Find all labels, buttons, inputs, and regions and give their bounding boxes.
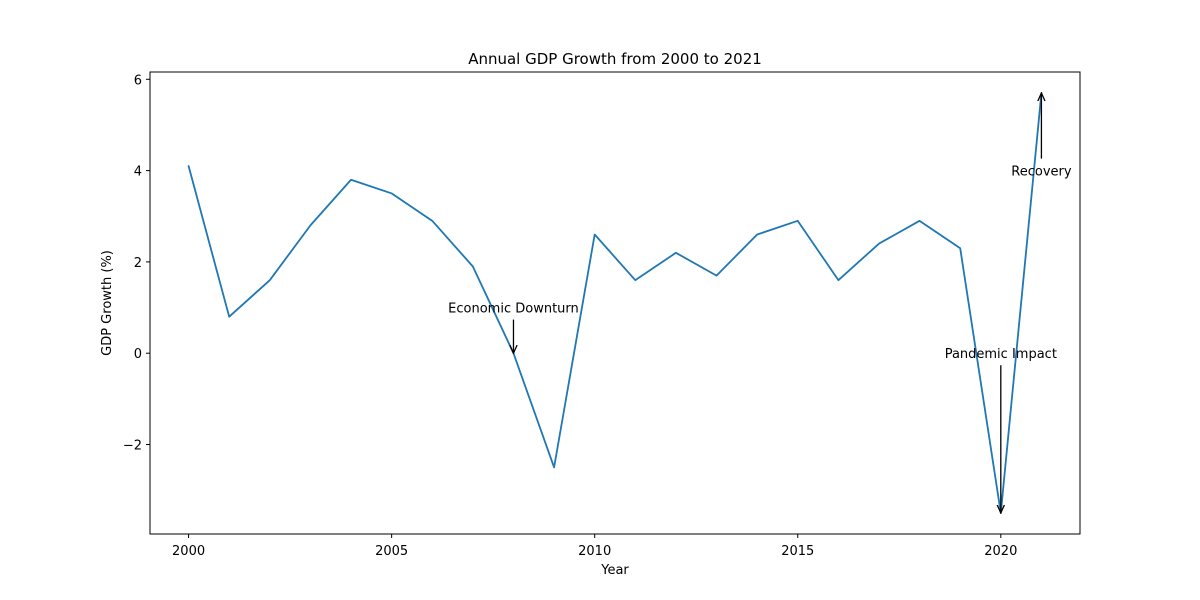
data-point <box>837 279 839 281</box>
annotations-layer: Economic Downturn Pandemic Impact Recovery <box>448 93 1072 513</box>
y-tick-label: 2 <box>134 256 142 271</box>
x-tick-label: 2015 <box>781 544 814 559</box>
data-point <box>959 247 961 249</box>
data-point <box>390 192 392 194</box>
y-tick-label: 6 <box>134 73 142 88</box>
x-tick-label: 2010 <box>578 544 611 559</box>
y-tick-label: −2 <box>123 439 142 454</box>
data-point <box>228 315 230 317</box>
y-tick-label: 4 <box>134 165 142 180</box>
data-point <box>431 220 433 222</box>
annotation-label: Recovery <box>1011 165 1072 180</box>
data-point <box>715 274 717 276</box>
data-point <box>797 220 799 222</box>
data-point <box>878 242 880 244</box>
x-tick-label: 2005 <box>375 544 408 559</box>
data-point <box>593 233 595 235</box>
y-axis-label: GDP Growth (%) <box>100 250 115 356</box>
x-tick-label: 2020 <box>984 544 1017 559</box>
data-point <box>269 279 271 281</box>
annotation-label: Pandemic Impact <box>945 347 1057 362</box>
x-tick-label: 2000 <box>172 544 205 559</box>
x-axis-label: Year <box>600 563 629 578</box>
data-point <box>187 165 189 167</box>
chart-title: Annual GDP Growth from 2000 to 2021 <box>468 50 762 68</box>
series-layer <box>187 92 1043 514</box>
data-point <box>918 220 920 222</box>
data-point <box>634 279 636 281</box>
data-point <box>756 233 758 235</box>
annotation-label: Economic Downturn <box>448 302 579 317</box>
ticks-layer: 2000 2005 2010 2015 2020 −2 0 2 4 6 <box>123 73 1018 559</box>
plot-frame <box>149 71 1081 535</box>
data-point <box>472 265 474 267</box>
data-point <box>553 466 555 468</box>
data-point <box>350 179 352 181</box>
series-line <box>187 92 1043 514</box>
data-point <box>675 252 677 254</box>
y-tick-label: 0 <box>134 347 142 362</box>
data-point <box>309 224 311 226</box>
